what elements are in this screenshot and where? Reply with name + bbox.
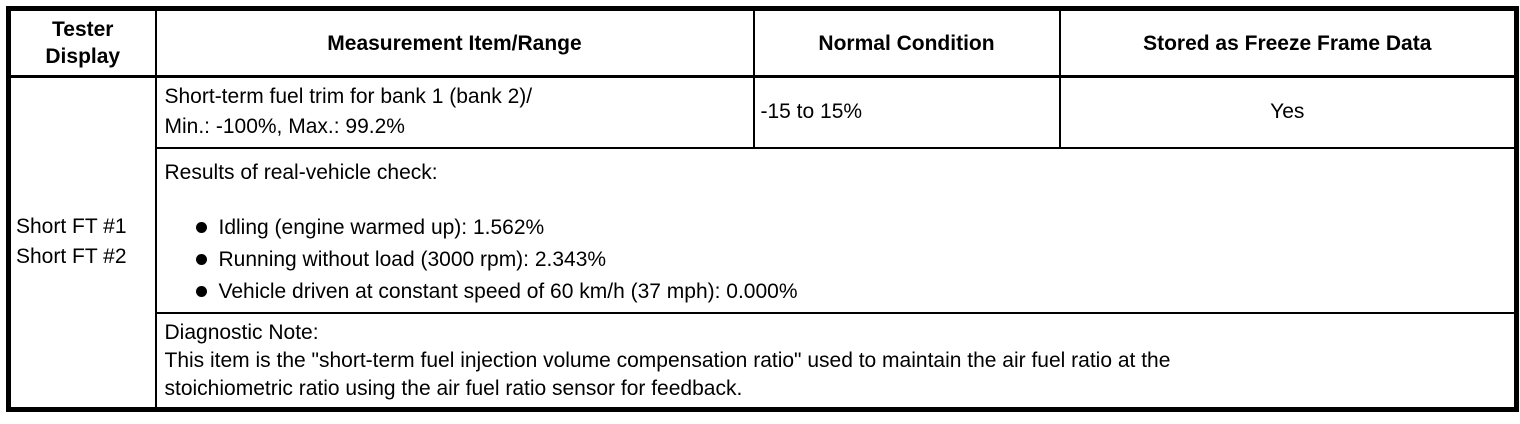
list-item-text: Idling (engine warmed up): 1.562% [218, 215, 545, 239]
note-title: Diagnostic Note: [164, 320, 319, 344]
table-row-diagnostic-note: Diagnostic Note: This item is the "short… [9, 311, 1518, 410]
results-list: Idling (engine warmed up): 1.562% Runnin… [165, 212, 1507, 308]
list-item: Vehicle driven at constant speed of 60 k… [165, 276, 1507, 308]
col-header-tester-display: Tester Display [7, 7, 157, 78]
normal-condition-cell: -15 to 15% [752, 75, 1061, 149]
bullet-icon [195, 286, 207, 297]
table-row-results: Results of real-vehicle check: Idling (e… [9, 146, 1518, 314]
results-intro-text: Results of real-vehicle check: [164, 160, 438, 184]
diagnostic-note-cell: Diagnostic Note: This item is the "short… [154, 311, 1518, 410]
list-item: Idling (engine warmed up): 1.562% [165, 212, 1507, 244]
list-item-text: Running without load (3000 rpm): 2.343% [218, 247, 607, 271]
header-row: Tester Display Measurement Item/Range No… [7, 7, 1518, 78]
col-header-stored-as-freeze-frame-data: Stored as Freeze Frame Data [1058, 7, 1518, 78]
real-vehicle-check-cell: Results of real-vehicle check: Idling (e… [154, 146, 1518, 314]
table-row-measurement: Short FT #1 Short FT #2 Short-term fuel … [7, 75, 1518, 410]
note-line-2: stoichiometric ratio using the air fuel … [164, 376, 743, 400]
freeze-frame-cell: Yes [1058, 75, 1518, 149]
col-header-measurement-item-range: Measurement Item/Range [154, 7, 755, 78]
note-line-1: This item is the "short-term fuel inject… [164, 348, 1171, 372]
tester-data-table: Tester Display Measurement Item/Range No… [6, 6, 1519, 412]
tester-display-cell: Short FT #1 Short FT #2 [7, 75, 157, 410]
list-item: Running without load (3000 rpm): 2.343% [165, 244, 1507, 276]
measurement-item-range-cell: Short-term fuel trim for bank 1 (bank 2)… [154, 75, 755, 149]
list-item-text: Vehicle driven at constant speed of 60 k… [218, 279, 798, 303]
col-header-normal-condition: Normal Condition [752, 7, 1061, 78]
bullet-icon [195, 254, 207, 265]
bullet-icon [195, 222, 207, 233]
